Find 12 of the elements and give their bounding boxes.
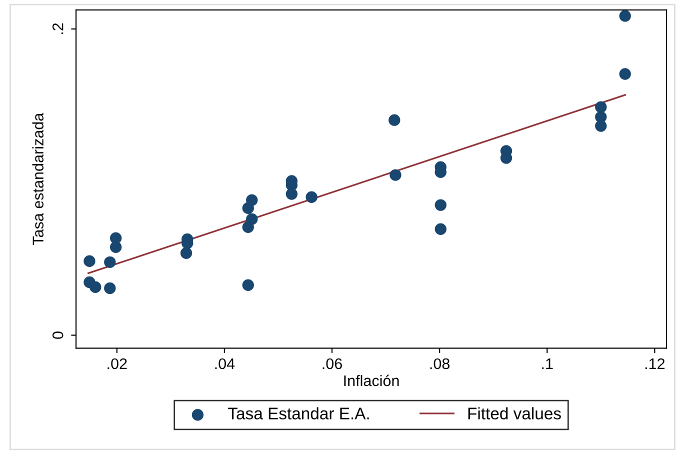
- y-tick-label: 0: [52, 332, 64, 339]
- x-axis-title: Inflación: [344, 374, 399, 386]
- legend-label: Fitted values: [468, 407, 561, 420]
- y-axis-title: Tasa estandarizada: [32, 112, 44, 245]
- legend-label: Tasa Estandar E.A.: [228, 407, 369, 420]
- x-tick-label: .12: [645, 358, 665, 370]
- x-tick-label: .04: [215, 358, 235, 370]
- x-tick-label: .06: [322, 358, 342, 370]
- y-tick-label: .2: [52, 23, 64, 34]
- x-tick-label: .1: [542, 358, 553, 370]
- x-tick-label: .08: [430, 358, 450, 370]
- x-tick-label: .02: [108, 358, 127, 370]
